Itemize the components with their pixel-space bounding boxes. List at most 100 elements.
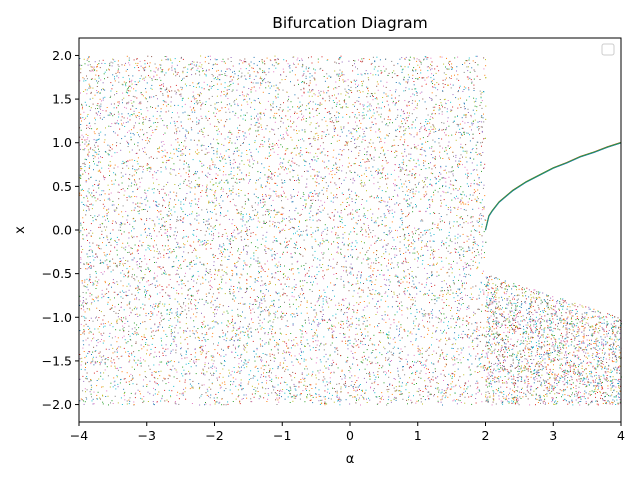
scatter-point xyxy=(482,245,484,247)
scatter-point xyxy=(140,101,142,103)
scatter-point xyxy=(387,187,388,189)
scatter-point xyxy=(320,361,322,363)
scatter-point xyxy=(297,79,299,81)
scatter-point xyxy=(380,116,382,118)
scatter-point xyxy=(371,62,373,64)
scatter-point xyxy=(297,248,298,249)
scatter-point xyxy=(449,388,451,390)
scatter-point xyxy=(241,388,243,390)
scatter-point xyxy=(272,173,274,175)
scatter-point xyxy=(80,166,82,168)
scatter-point xyxy=(483,291,485,293)
scatter-point xyxy=(245,78,247,80)
scatter-point xyxy=(435,103,437,105)
scatter-point xyxy=(423,160,425,162)
scatter-point xyxy=(82,302,84,304)
scatter-point xyxy=(164,232,166,234)
scatter-point xyxy=(482,126,483,128)
scatter-point xyxy=(399,131,401,133)
scatter-point xyxy=(212,202,214,204)
scatter-point xyxy=(273,389,275,391)
scatter-point xyxy=(179,393,181,395)
scatter-point xyxy=(385,217,387,219)
scatter-point xyxy=(94,156,96,158)
scatter-point xyxy=(166,235,168,236)
scatter-point xyxy=(181,89,183,91)
scatter-point xyxy=(170,96,172,98)
scatter-point xyxy=(320,403,322,405)
scatter-point xyxy=(118,101,120,103)
scatter-point xyxy=(150,296,151,298)
scatter-point xyxy=(248,381,250,383)
scatter-point xyxy=(229,291,231,293)
scatter-point xyxy=(262,214,264,216)
scatter-point xyxy=(379,186,381,188)
scatter-point xyxy=(271,259,273,261)
scatter-point xyxy=(125,70,127,72)
scatter-point xyxy=(117,64,119,66)
scatter-point xyxy=(445,343,447,345)
scatter-point xyxy=(109,299,111,301)
scatter-point xyxy=(326,125,328,127)
scatter-point xyxy=(96,141,97,143)
scatter-point xyxy=(259,304,261,306)
scatter-point xyxy=(230,243,231,245)
scatter-point xyxy=(364,182,365,184)
scatter-point xyxy=(136,236,138,238)
scatter-point xyxy=(408,212,410,214)
scatter-point xyxy=(136,308,138,310)
scatter-point xyxy=(167,348,169,350)
scatter-point xyxy=(438,105,440,106)
scatter-point xyxy=(205,403,207,405)
scatter-point xyxy=(453,184,455,186)
scatter-point xyxy=(465,320,467,322)
scatter-point xyxy=(437,400,439,402)
scatter-point xyxy=(439,145,441,147)
scatter-point xyxy=(438,256,440,258)
scatter-point xyxy=(235,334,237,336)
scatter-point xyxy=(227,58,229,60)
scatter-point xyxy=(209,123,211,125)
scatter-point xyxy=(216,83,218,85)
scatter-point xyxy=(119,192,120,193)
scatter-point xyxy=(104,63,106,64)
scatter-point xyxy=(429,147,431,149)
scatter-point xyxy=(327,367,329,369)
scatter-point xyxy=(153,403,154,405)
scatter-point xyxy=(128,302,130,304)
scatter-point xyxy=(418,183,419,185)
scatter-point xyxy=(243,265,244,267)
scatter-point xyxy=(355,121,356,123)
scatter-point xyxy=(295,284,297,286)
scatter-point xyxy=(378,188,380,190)
scatter-point xyxy=(178,361,180,363)
scatter-point xyxy=(286,173,288,175)
scatter-point xyxy=(121,404,123,405)
scatter-point xyxy=(119,258,121,260)
scatter-point xyxy=(240,385,242,387)
scatter-point xyxy=(211,74,213,75)
scatter-point xyxy=(117,402,119,404)
scatter-point xyxy=(204,374,206,376)
scatter-point xyxy=(239,277,241,279)
scatter-point xyxy=(310,206,312,208)
scatter-point xyxy=(116,320,118,322)
scatter-point xyxy=(229,278,230,280)
scatter-point xyxy=(217,142,219,144)
scatter-point xyxy=(95,362,97,364)
scatter-point xyxy=(94,151,96,153)
scatter-point xyxy=(310,357,311,359)
scatter-point xyxy=(446,172,447,174)
scatter-point xyxy=(177,141,179,143)
scatter-point xyxy=(317,258,319,260)
scatter-point xyxy=(451,377,453,379)
scatter-point xyxy=(249,266,251,268)
scatter-point xyxy=(145,249,147,251)
scatter-point xyxy=(441,281,443,282)
scatter-point xyxy=(143,79,145,81)
scatter-point xyxy=(462,218,463,220)
scatter-point xyxy=(212,320,214,322)
scatter-point xyxy=(360,229,362,231)
scatter-point xyxy=(377,173,379,175)
scatter-point xyxy=(338,215,340,217)
